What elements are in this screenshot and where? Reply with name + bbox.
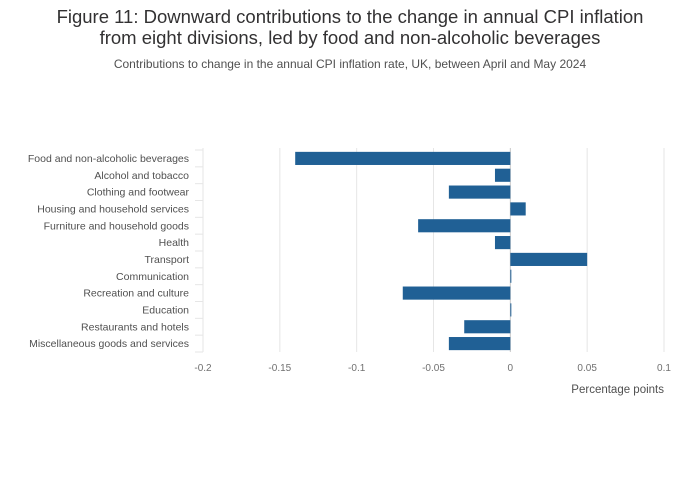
category-label: Restaurants and hotels (81, 321, 189, 333)
x-axis-title: Percentage points (571, 384, 664, 396)
bar (464, 320, 511, 334)
value-axis: -0.2 -0.15 -0.1 -0.05 0 0.05 0.1 (194, 363, 671, 374)
x-tick-label: -0.05 (422, 363, 445, 374)
bar (418, 219, 511, 233)
x-tick-label: -0.2 (194, 363, 212, 374)
bar (510, 269, 512, 283)
chart-subtitle: Contributions to change in the annual CP… (113, 57, 587, 71)
bar (448, 185, 511, 199)
bar (295, 151, 511, 165)
x-tick-label: 0 (508, 363, 514, 374)
category-label: Housing and household services (37, 203, 189, 215)
category-label: Furniture and household goods (44, 220, 189, 232)
x-tick-label: -0.15 (268, 363, 291, 374)
bar (494, 168, 511, 182)
category-label: Food and non-alcoholic beverages (28, 153, 189, 165)
chart-title: Figure 11: Downward contributions to the… (0, 6, 700, 48)
bar (402, 286, 511, 300)
chart-title-line-2: from eight divisions, led by food and no… (99, 27, 601, 48)
bar (510, 303, 512, 317)
category-axis: Food and non-alcoholic beverages Alcohol … (28, 148, 204, 353)
x-tick-label: -0.1 (348, 363, 366, 374)
category-label: Alcohol and tobacco (94, 170, 189, 182)
category-label: Communication (116, 271, 189, 283)
bar (510, 202, 526, 216)
category-label: Clothing and footwear (87, 187, 190, 199)
bar (448, 337, 511, 351)
x-tick-label: 0.1 (657, 363, 671, 374)
category-label: Transport (144, 254, 189, 266)
chart-title-line-1: Figure 11: Downward contributions to the… (56, 6, 644, 27)
category-label: Recreation and culture (83, 288, 189, 300)
bar (494, 236, 511, 250)
category-label: Health (159, 237, 190, 249)
gridlines (202, 148, 665, 352)
bar (510, 252, 588, 266)
bars (295, 151, 588, 351)
x-tick-label: 0.05 (577, 363, 597, 374)
category-label: Education (142, 304, 189, 316)
category-label: Miscellaneous goods and services (29, 338, 189, 350)
